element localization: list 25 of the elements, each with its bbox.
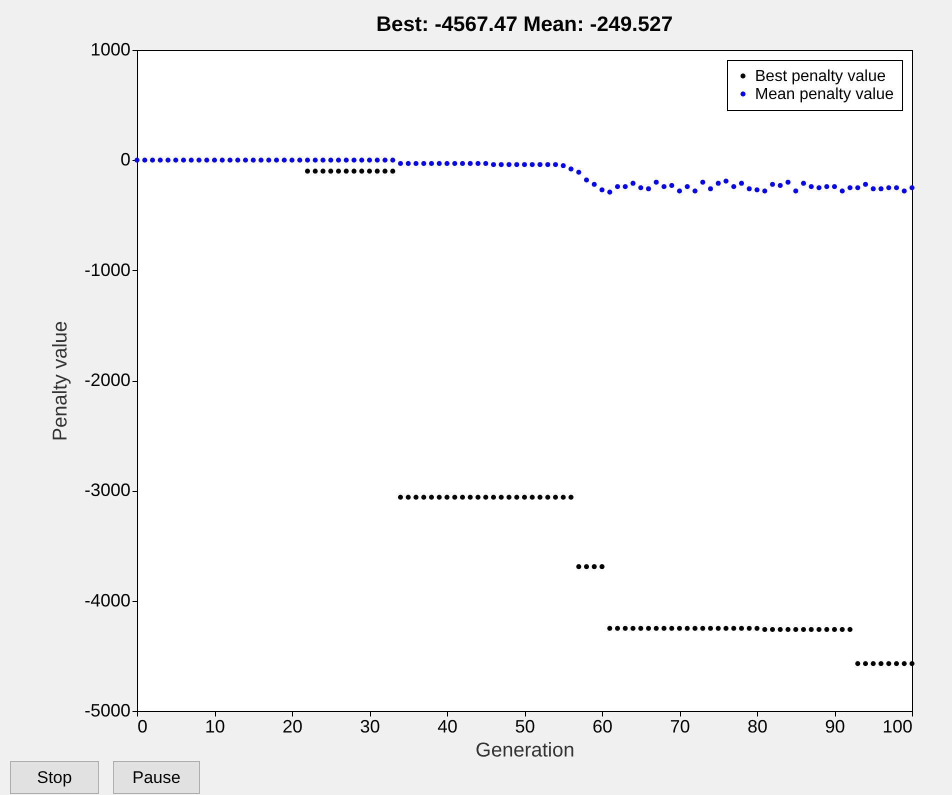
x-tick-label: 80 [747,716,768,736]
x-tick-label: 60 [592,716,613,736]
x-tick-label: 0 [138,716,148,736]
x-tick-label: 50 [514,716,536,736]
x-tick-label: 100 [882,716,912,736]
chart-title: Best: -4567.47 Mean: -249.527 [376,13,673,36]
x-tick-label: 10 [204,716,226,736]
x-tick-label: 20 [282,716,303,736]
y-tick-label: -1000 [84,260,130,280]
y-tick-label: -5000 [84,700,130,720]
y-tick-label: 1000 [90,40,130,60]
button[interactable]: Stop [10,761,99,794]
x-tick-label: 70 [670,716,690,736]
legend-label: Best penalty value [755,68,886,85]
x-tick-label: 30 [360,716,380,736]
legend-label: Mean penalty value [755,86,894,103]
y-tick-label: -2000 [84,370,130,390]
y-tick-label: -4000 [84,590,130,610]
y-axis-title: Penalty value [49,320,72,442]
x-axis-title: Generation [476,740,574,762]
y-tick-label: 0 [120,150,130,170]
x-tick-label: 40 [437,716,458,736]
y-tick-label: -3000 [84,480,130,500]
button[interactable]: Pause [113,761,200,794]
x-tick-label: 90 [824,716,846,736]
